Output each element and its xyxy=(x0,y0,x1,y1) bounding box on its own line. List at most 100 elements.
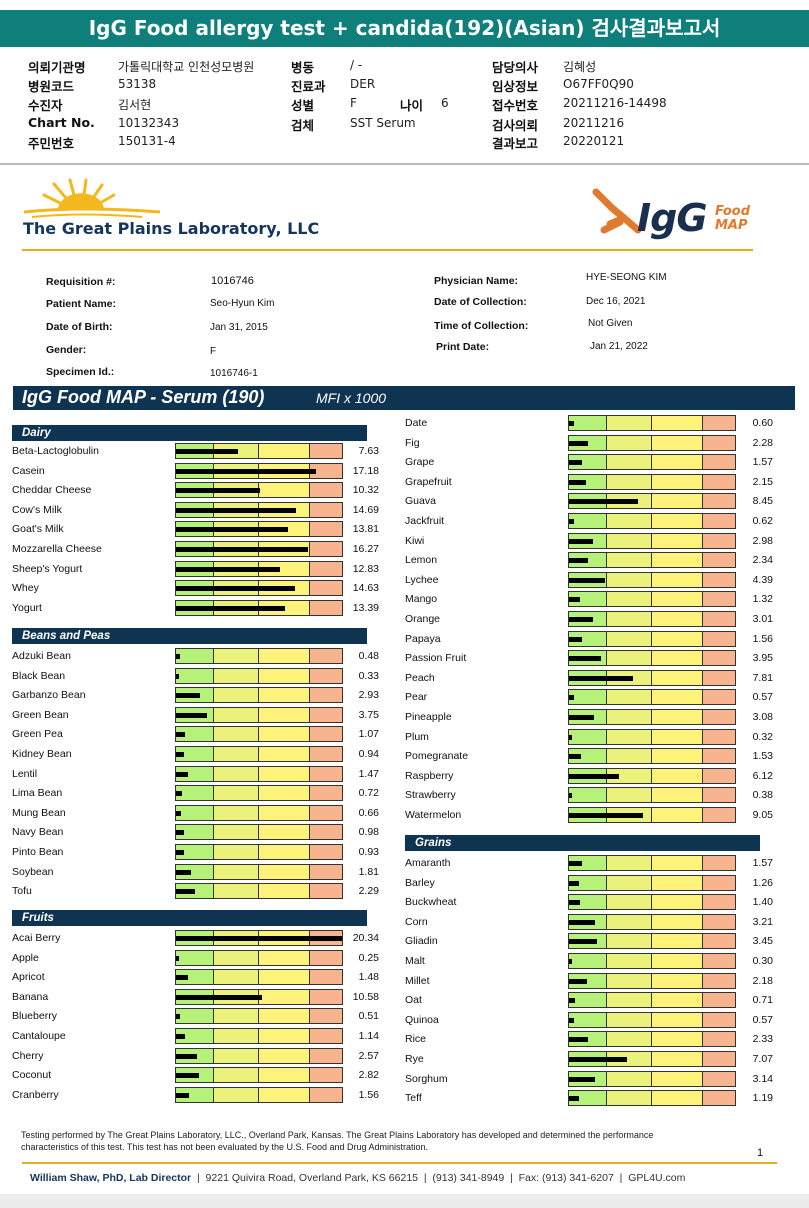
bar-zone-3 xyxy=(259,668,310,683)
bar-zone-4 xyxy=(703,973,735,988)
food-logo-word: Food xyxy=(715,204,751,219)
result-row: Garbanzo Bean 2.93 xyxy=(12,686,379,704)
result-value: 2.28 xyxy=(752,436,773,449)
bar-zone-1 xyxy=(569,592,607,607)
bar-zone-3 xyxy=(652,973,703,988)
requisition-value: 1016746 xyxy=(211,275,254,287)
bar-zone-2 xyxy=(607,710,652,724)
result-bar xyxy=(175,746,343,762)
bar-zone-3 xyxy=(259,786,310,801)
result-bar-fill xyxy=(569,421,574,426)
result-bar-fill xyxy=(176,527,289,533)
result-row: Plum 0.32 xyxy=(405,728,773,746)
bar-zone-2 xyxy=(214,766,259,781)
result-value: 1.19 xyxy=(752,1092,773,1105)
result-bar-fill xyxy=(569,617,594,622)
food-name: Cranberry xyxy=(12,1088,59,1101)
header-label: 검사의뢰 xyxy=(492,118,539,133)
result-value: 2.34 xyxy=(752,554,773,567)
result-row: Cow's Milk 14.69 xyxy=(12,501,379,519)
bar-zone-3 xyxy=(652,553,703,568)
bar-zone-1 xyxy=(569,690,607,705)
section-header-fruits: Fruits xyxy=(12,910,367,926)
result-bar xyxy=(175,883,343,900)
result-bar-fill xyxy=(569,773,619,779)
footer-web[interactable]: GPL4U.com xyxy=(628,1172,686,1184)
result-bar xyxy=(175,501,343,518)
result-bar xyxy=(568,689,736,706)
bar-zone-4 xyxy=(703,1012,735,1027)
bar-zone-2 xyxy=(214,825,259,840)
food-name: Oat xyxy=(405,994,422,1007)
result-row: Guava 8.45 xyxy=(405,492,773,510)
bar-zone-4 xyxy=(703,788,735,803)
result-row: Mung Bean 0.66 xyxy=(12,804,379,822)
result-value: 0.57 xyxy=(752,691,773,704)
result-bar xyxy=(568,513,736,529)
result-row: Green Pea 1.07 xyxy=(12,725,379,743)
result-bar-fill xyxy=(176,654,180,659)
result-row: Grape 1.57 xyxy=(405,453,773,471)
dob-value: Jan 31, 2015 xyxy=(210,322,268,333)
result-bar xyxy=(568,728,736,745)
food-name: Adzuki Bean xyxy=(12,650,71,662)
result-bar-fill xyxy=(176,994,263,1000)
food-name: Jackfruit xyxy=(405,515,445,527)
header-value: SST Serum xyxy=(350,116,416,130)
result-row: Malt 0.30 xyxy=(405,952,773,970)
bar-zone-3 xyxy=(652,416,703,430)
result-row: Corn 3.21 xyxy=(405,913,773,931)
result-bar-fill xyxy=(569,499,638,505)
result-value: 3.75 xyxy=(358,708,379,721)
result-bar xyxy=(568,953,736,969)
result-value: 2.82 xyxy=(358,1069,379,1082)
bar-zone-1 xyxy=(176,727,214,742)
result-row: Goat's Milk 13.81 xyxy=(12,520,379,538)
result-value: 0.93 xyxy=(358,846,379,858)
result-bar-fill xyxy=(176,850,184,855)
food-name: Rice xyxy=(405,1033,427,1046)
food-name: Black Bean xyxy=(12,669,66,682)
result-bar xyxy=(175,969,343,986)
bar-zone-1 xyxy=(569,856,607,870)
result-row: Sorghum 3.14 xyxy=(405,1070,773,1088)
food-name: Lychee xyxy=(405,573,439,586)
bar-zone-1 xyxy=(569,895,607,910)
bar-zone-1 xyxy=(569,954,607,968)
result-bar-fill xyxy=(176,673,179,679)
result-row: Kiwi 2.98 xyxy=(405,532,773,550)
food-name: Barley xyxy=(405,876,435,889)
bar-zone-4 xyxy=(310,970,342,985)
result-bar xyxy=(568,1090,736,1107)
header-label: 주민번호 xyxy=(28,136,75,151)
result-bar xyxy=(175,804,343,821)
bar-zone-1 xyxy=(176,845,214,859)
bar-zone-2 xyxy=(607,973,652,988)
header-label: 나이 xyxy=(400,98,424,113)
result-bar xyxy=(568,552,736,569)
bar-zone-4 xyxy=(310,561,342,576)
bar-zone-3 xyxy=(652,1071,703,1086)
result-value: 1.48 xyxy=(358,971,379,984)
bar-zone-4 xyxy=(310,805,342,820)
bar-zone-2 xyxy=(214,805,259,820)
bar-zone-2 xyxy=(607,954,652,968)
bar-zone-3 xyxy=(652,788,703,803)
result-bar xyxy=(568,434,736,451)
bar-zone-4 xyxy=(703,808,735,822)
result-bar xyxy=(175,785,343,802)
bar-zone-2 xyxy=(607,856,652,870)
food-name: Cheddar Cheese xyxy=(12,484,92,497)
bar-zone-4 xyxy=(703,690,735,705)
collection-date-value: Dec 16, 2021 xyxy=(586,296,646,307)
food-name: Apricot xyxy=(12,971,45,984)
bar-zone-3 xyxy=(652,455,703,470)
bar-zone-1 xyxy=(176,864,214,879)
bar-zone-4 xyxy=(310,688,342,703)
food-name: Yogurt xyxy=(12,601,42,614)
food-name: Sorghum xyxy=(405,1072,448,1085)
bar-zone-2 xyxy=(607,533,652,548)
result-value: 3.21 xyxy=(752,915,773,928)
bar-zone-4 xyxy=(310,542,342,556)
result-bar-fill xyxy=(569,978,587,984)
